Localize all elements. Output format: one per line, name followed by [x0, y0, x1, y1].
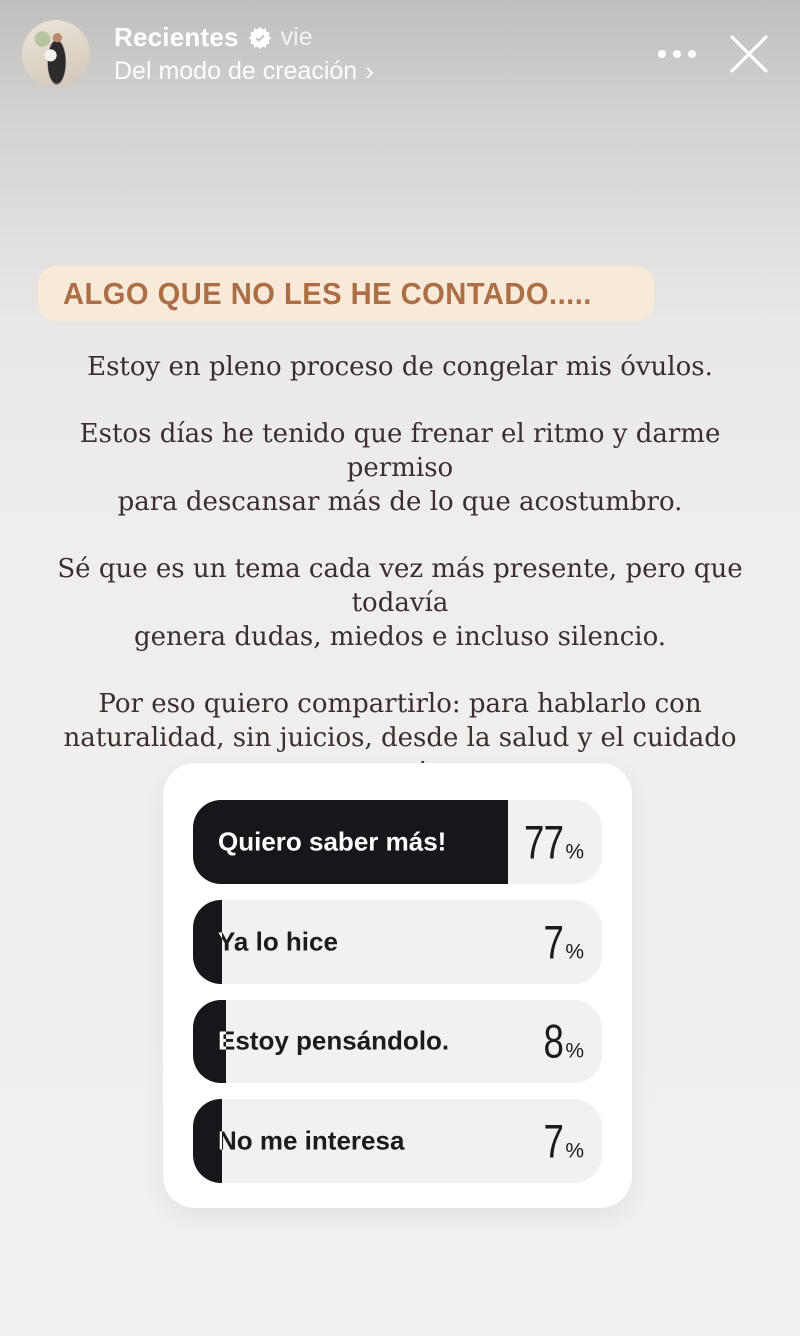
story-text: Estoy en pleno proceso de congelar mis ó…	[28, 350, 772, 822]
headline-text: ALGO QUE NO LES HE CONTADO.....	[63, 275, 592, 311]
poll-option-fill: Quiero saber más!	[193, 800, 508, 884]
username: Recientes	[114, 22, 239, 52]
more-options-icon	[688, 50, 696, 58]
percent-value: 7	[543, 915, 564, 969]
percent-unit: %	[565, 940, 584, 964]
more-options-icon	[658, 50, 666, 58]
avatar[interactable]	[22, 20, 90, 88]
poll-option[interactable]: Estoy pensándolo. Estoy pensándolo. 8 %	[193, 999, 602, 1084]
poll-option-percent: 8 %	[538, 1018, 584, 1065]
story-header: Recientes vie Del modo de creación ›	[0, 14, 800, 94]
paragraph: Estos días he tenido que frenar el ritmo…	[79, 419, 721, 517]
percent-value: 8	[543, 1014, 564, 1068]
poll-option-percent: 7 %	[538, 1118, 584, 1165]
percent-value: 7	[543, 1114, 564, 1168]
percent-unit: %	[565, 1039, 584, 1063]
header-subtitle: Del modo de creación	[114, 57, 358, 85]
poll-option-label: No me interesa	[218, 1125, 405, 1156]
more-options-button[interactable]	[656, 40, 698, 68]
paragraph: Estoy en pleno proceso de congelar mis ó…	[87, 352, 713, 382]
poll-option-label-overlay: Ya lo hice	[218, 926, 222, 957]
poll-option-label-overlay: Quiero saber más!	[218, 826, 447, 857]
close-button[interactable]	[724, 29, 774, 79]
headline-pill: ALGO QUE NO LES HE CONTADO.....	[38, 266, 654, 321]
header-actions	[656, 29, 778, 79]
percent-unit: %	[565, 840, 584, 864]
poll-option-fill: Estoy pensándolo.	[193, 999, 226, 1084]
poll-option-percent: 77 %	[513, 818, 584, 865]
poll-option[interactable]: Quiero saber más! Quiero saber más! 77 %	[193, 800, 602, 884]
poll-option-label: Estoy pensándolo.	[218, 1025, 450, 1056]
poll-option[interactable]: Ya lo hice Ya lo hice 7 %	[193, 899, 602, 984]
poll-option-label-overlay: Estoy pensándolo.	[218, 1026, 226, 1057]
percent-value: 77	[524, 815, 564, 869]
header-user-info[interactable]: Recientes vie Del modo de creación ›	[114, 22, 374, 86]
story-timestamp: vie	[280, 23, 313, 51]
poll-option[interactable]: No me interesa No me interesa 7 %	[193, 1099, 602, 1183]
percent-unit: %	[565, 1139, 584, 1163]
poll-card: Quiero saber más! Quiero saber más! 77 %…	[163, 763, 632, 1208]
close-icon	[730, 35, 768, 73]
verified-badge-icon	[248, 26, 271, 49]
poll-option-fill: Ya lo hice	[193, 899, 222, 984]
poll-option-label-overlay: No me interesa	[218, 1126, 222, 1157]
chevron-right-icon: ›	[365, 55, 374, 86]
poll-option-fill: No me interesa	[193, 1099, 222, 1183]
paragraph: Sé que es un tema cada vez más presente,…	[57, 554, 743, 652]
poll-option-percent: 7 %	[538, 918, 584, 965]
poll-option-label: Ya lo hice	[218, 926, 338, 957]
more-options-icon	[673, 50, 681, 58]
